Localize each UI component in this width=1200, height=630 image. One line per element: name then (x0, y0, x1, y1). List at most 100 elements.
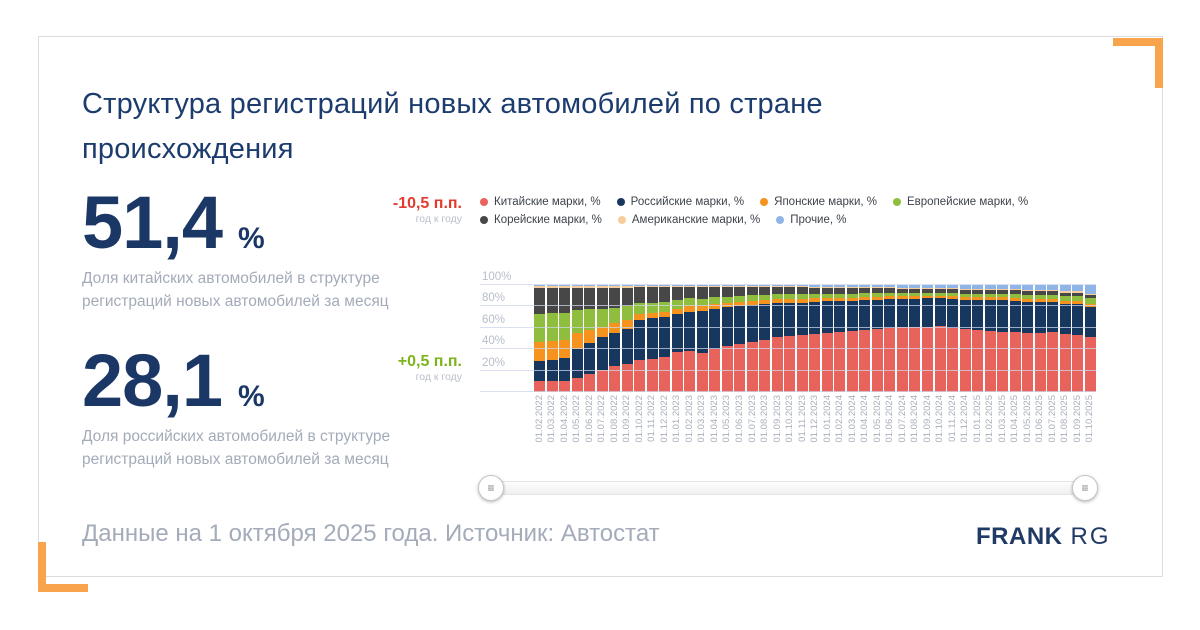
x-tick: 01.01.2024 (822, 395, 833, 473)
bar-segment (846, 331, 858, 392)
stacked-bar[interactable] (1059, 285, 1071, 392)
stacked-bar[interactable] (534, 285, 546, 392)
legend-label: Японские марки, % (774, 196, 877, 208)
bar-segment (771, 286, 783, 288)
legend-item[interactable]: Прочие, % (776, 214, 847, 226)
stacked-bar[interactable] (771, 285, 783, 392)
stacked-bar[interactable] (871, 285, 883, 392)
chart-legend: Китайские марки, % Российские марки, % Япо… (480, 196, 1110, 232)
stacked-bar[interactable] (859, 285, 871, 392)
bar-segment (759, 339, 771, 392)
y-tick-label: 80% (482, 292, 506, 305)
stacked-bar[interactable] (834, 285, 846, 392)
x-tick: 01.09.2024 (922, 395, 933, 473)
legend-item[interactable]: Европейские марки, % (892, 196, 1029, 208)
bar-segment (546, 340, 558, 360)
bar-segment (546, 312, 558, 341)
scrollbar-right-handle-icon[interactable]: ≡ (1072, 475, 1098, 501)
stacked-bar[interactable] (671, 285, 683, 392)
stacked-bar[interactable] (821, 285, 833, 392)
stacked-bar[interactable] (621, 285, 633, 392)
x-tick-label: 01.08.2024 (909, 395, 921, 443)
stacked-bar[interactable] (846, 285, 858, 392)
x-tick-label: 01.01.2023 (671, 395, 683, 443)
stacked-bar[interactable] (609, 285, 621, 392)
bar-segment (546, 359, 558, 382)
bar-segment (1022, 290, 1034, 292)
stacked-bar[interactable] (809, 285, 821, 392)
stacked-bar[interactable] (1084, 285, 1096, 392)
chart-range-scrollbar[interactable]: ≡ ≡ (478, 475, 1098, 501)
stacked-bar[interactable] (1072, 285, 1084, 392)
bar-segment (584, 329, 596, 343)
stacked-bar[interactable] (684, 285, 696, 392)
stacked-bar[interactable] (584, 285, 596, 392)
stacked-bar[interactable] (696, 285, 708, 392)
stacked-bar[interactable] (746, 285, 758, 392)
bar-segment (859, 296, 871, 300)
bar-segment (846, 293, 858, 298)
stacked-bar[interactable] (734, 285, 746, 392)
stacked-bar[interactable] (659, 285, 671, 392)
stacked-bar[interactable] (1022, 285, 1034, 392)
stacked-bar[interactable] (972, 285, 984, 392)
legend-item[interactable]: Японские марки, % (760, 196, 877, 208)
legend-label: Прочие, % (790, 214, 847, 226)
stacked-bar[interactable] (997, 285, 1009, 392)
scrollbar-track[interactable] (490, 481, 1086, 495)
bar-segment (609, 288, 621, 308)
stacked-bar[interactable] (634, 285, 646, 392)
legend-item[interactable]: Российские марки, % (616, 196, 744, 208)
bar-segment (1047, 285, 1059, 291)
bar-segment (659, 285, 671, 287)
bar-segment (584, 288, 596, 309)
bar-segment (646, 285, 658, 287)
bar-segment (684, 286, 696, 288)
frank-rg-logo: FRANK RG (976, 523, 1111, 551)
stat-delta-note: год к году (415, 371, 462, 384)
stacked-bar[interactable] (1047, 285, 1059, 392)
bar-segment (584, 373, 596, 392)
stacked-bar[interactable] (559, 285, 571, 392)
bar-segment (821, 293, 833, 298)
stacked-bar[interactable] (1034, 285, 1046, 392)
stacked-bar[interactable] (596, 285, 608, 392)
bar-segment (721, 286, 733, 288)
bar-segment (1034, 333, 1046, 392)
bar-segment (609, 285, 621, 287)
scrollbar-left-handle-icon[interactable]: ≡ (478, 475, 504, 501)
legend-item[interactable]: Китайские марки, % (480, 196, 601, 208)
legend-item[interactable]: Американские марки, % (617, 214, 760, 226)
bar-segment (596, 337, 608, 370)
stacked-bar[interactable] (721, 285, 733, 392)
bar-segment (909, 292, 921, 296)
stacked-bar[interactable] (759, 285, 771, 392)
stacked-bar[interactable] (1009, 285, 1021, 392)
stacked-bar[interactable] (571, 285, 583, 392)
stacked-bar[interactable] (947, 285, 959, 392)
stacked-bar[interactable] (546, 285, 558, 392)
stacked-bar[interactable] (896, 285, 908, 392)
bar-segment (834, 293, 846, 298)
x-tick-label: 01.03.2023 (696, 395, 708, 443)
stacked-bar[interactable] (884, 285, 896, 392)
stacked-bar[interactable] (959, 285, 971, 392)
x-tick: 01.02.2022 (534, 395, 545, 473)
legend-label: Европейские марки, % (906, 196, 1029, 208)
stacked-bar[interactable] (646, 285, 658, 392)
stacked-bar[interactable] (984, 285, 996, 392)
stacked-bar[interactable] (709, 285, 721, 392)
bar-segment (696, 286, 708, 288)
stacked-bar[interactable] (934, 285, 946, 392)
bar-segment (846, 288, 858, 294)
x-tick-label: 01.04.2024 (859, 395, 871, 443)
stacked-bar[interactable] (784, 285, 796, 392)
stacked-bar[interactable] (796, 285, 808, 392)
x-tick: 01.07.2022 (596, 395, 608, 473)
bar-segment (696, 353, 708, 392)
x-tick-label: 01.12.2024 (959, 395, 971, 443)
bar-segment (671, 286, 683, 288)
legend-item[interactable]: Корейские марки, % (480, 214, 602, 226)
stacked-bar[interactable] (909, 285, 921, 392)
stacked-bar[interactable] (921, 285, 933, 392)
